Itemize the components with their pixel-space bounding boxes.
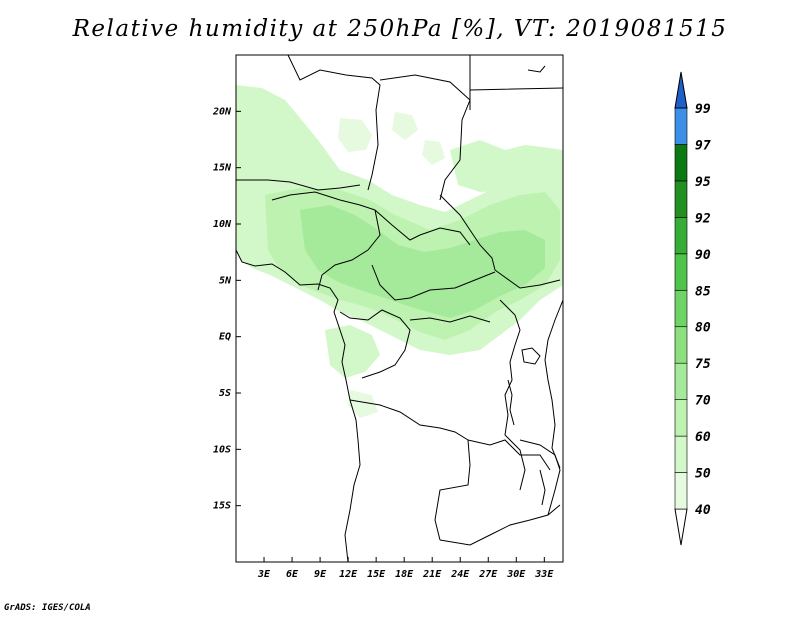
humidity-patch-gulf bbox=[325, 325, 380, 378]
border-zambia bbox=[467, 439, 551, 471]
humidity-patch-south bbox=[348, 390, 378, 418]
border-congo-drc bbox=[339, 309, 411, 379]
colorbar-swatch bbox=[674, 217, 688, 255]
border-nigeria-niger bbox=[271, 191, 376, 211]
colorbar-level-label: 99 bbox=[695, 102, 711, 117]
map-frame bbox=[235, 54, 564, 563]
border-mali-mauritania bbox=[236, 179, 361, 191]
colorbar-level-label: 80 bbox=[695, 321, 711, 336]
colorbar-swatch bbox=[674, 399, 688, 437]
y-tick-label: 15S bbox=[213, 501, 231, 512]
border-south bbox=[439, 504, 561, 546]
x-tick-label: 12E bbox=[339, 569, 358, 580]
y-tick-label: 10N bbox=[213, 219, 232, 230]
colorbar-swatch bbox=[674, 180, 688, 218]
river-congo bbox=[409, 315, 491, 323]
colorbar-level-label: 92 bbox=[695, 211, 711, 226]
credit-label: GrADS: IGES/COLA bbox=[4, 603, 91, 613]
y-tick-label: 10S bbox=[213, 444, 231, 455]
chart-title: Relative humidity at 250hPa [%], VT: 201… bbox=[72, 16, 728, 42]
x-tick-label: 3E bbox=[257, 569, 271, 580]
colorbar-level-label: 70 bbox=[695, 394, 711, 409]
border-nigeria-cameroon bbox=[317, 209, 381, 291]
y-tick-label: EQ bbox=[219, 332, 231, 343]
lake-tanganyika bbox=[507, 379, 515, 426]
border-angola bbox=[349, 399, 471, 541]
colorbar-level-label: 75 bbox=[695, 357, 711, 372]
y-axis-ticks: 20N 15N 10N 5N EQ 5S 10S 15S bbox=[212, 106, 241, 512]
colorbar-swatch bbox=[674, 253, 688, 291]
x-tick-label: 6E bbox=[286, 569, 299, 580]
coastline-west-africa bbox=[235, 249, 361, 563]
x-tick-label: 15E bbox=[367, 569, 386, 580]
x-tick-label: 33E bbox=[534, 569, 554, 580]
colorbar-swatch bbox=[674, 362, 688, 400]
colorbar-lower-arrow bbox=[674, 508, 688, 546]
border-drc-east bbox=[499, 299, 526, 491]
colorbar-swatch bbox=[674, 472, 688, 510]
border-sudan-chad bbox=[439, 194, 561, 289]
colorbar: 40 50 60 70 75 80 85 90 92 95 97 99 bbox=[674, 71, 711, 546]
humidity-patch-sahara-2 bbox=[392, 112, 418, 140]
boundaries bbox=[235, 54, 564, 563]
humidity-patch-sahara-1 bbox=[338, 118, 372, 152]
x-tick-label: 24E bbox=[450, 569, 470, 580]
colorbar-level-label: 50 bbox=[695, 467, 711, 482]
x-tick-label: 30E bbox=[506, 569, 526, 580]
border-libya-chad bbox=[379, 74, 471, 201]
colorbar-level-label: 60 bbox=[695, 430, 711, 445]
colorbar-upper-arrow bbox=[674, 71, 688, 109]
x-tick-label: 27E bbox=[478, 569, 498, 580]
border-tanzania bbox=[519, 439, 561, 516]
humidity-patch-east bbox=[450, 140, 563, 192]
x-tick-label: 21E bbox=[422, 569, 442, 580]
lake-victoria bbox=[521, 347, 541, 365]
colorbar-swatch bbox=[674, 435, 688, 473]
border-car-south bbox=[371, 264, 496, 301]
colorbar-level-label: 97 bbox=[695, 138, 711, 153]
border-east-coast bbox=[544, 299, 564, 469]
x-axis-ticks: 3E 6E 9E 12E 15E 18E 21E 24E 27E 30E 33E bbox=[257, 557, 554, 580]
y-tick-label: 5S bbox=[219, 388, 231, 399]
humidity-patch-sahara-3 bbox=[422, 140, 445, 165]
colorbar-swatch bbox=[674, 107, 688, 145]
humidity-patch-core bbox=[300, 205, 545, 318]
colorbar-swatch bbox=[674, 144, 688, 182]
colorbar-level-label: 40 bbox=[695, 503, 711, 518]
colorbar-swatch bbox=[674, 326, 688, 364]
colorbar-swatch bbox=[674, 289, 688, 328]
colorbar-level-label: 90 bbox=[695, 248, 711, 263]
colorbar-level-label: 95 bbox=[695, 175, 711, 190]
border-egypt bbox=[469, 55, 564, 110]
humidity-patch-north-west bbox=[240, 95, 272, 140]
humidity-fill bbox=[236, 85, 563, 418]
x-tick-label: 18E bbox=[395, 569, 414, 580]
colorbar-level-label: 85 bbox=[695, 284, 711, 299]
border-cameroon-car bbox=[374, 209, 471, 246]
lake-malawi bbox=[539, 469, 546, 506]
x-tick-label: 9E bbox=[314, 569, 327, 580]
border-niger-north bbox=[287, 54, 381, 191]
nile-mark bbox=[527, 65, 546, 73]
y-tick-label: 15N bbox=[213, 163, 232, 174]
y-tick-label: 20N bbox=[212, 106, 232, 117]
y-tick-label: 5N bbox=[219, 275, 232, 286]
